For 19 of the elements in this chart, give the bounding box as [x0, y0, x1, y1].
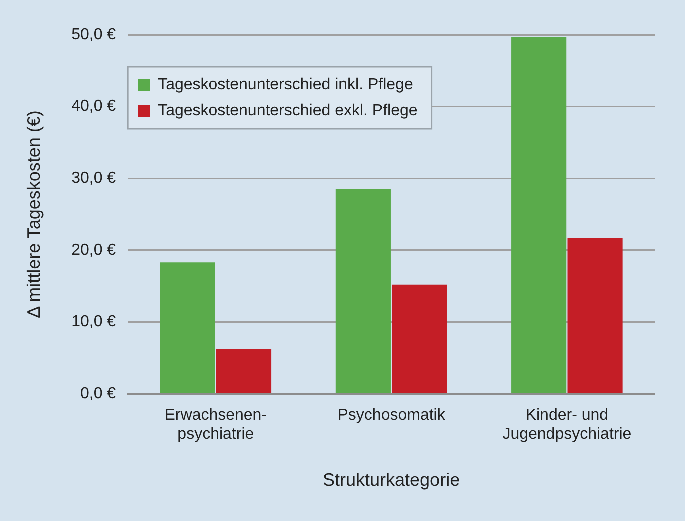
bar — [512, 37, 567, 394]
bar — [568, 238, 623, 394]
legend-label: Tageskostenunterschied inkl. Pflege — [158, 76, 414, 94]
bar — [216, 349, 272, 394]
y-tick-label: 40,0 € — [72, 98, 116, 116]
x-tick-label: Erwachsenen- psychiatrie — [164, 407, 268, 444]
x-tick-label: Psychosomatik — [338, 407, 446, 424]
y-tick-label: 30,0 € — [72, 170, 116, 188]
y-tick-label: 0,0 € — [80, 385, 116, 402]
y-tick-label: 20,0 € — [72, 242, 116, 259]
y-axis-title: Δ mittlere Tageskosten (€) — [24, 110, 44, 318]
x-axis-title: Strukturkategorie — [323, 470, 460, 490]
legend-label: Tageskostenunterschied exkl. Pflege — [158, 102, 418, 120]
y-tick-label: 50,0 € — [72, 26, 116, 44]
bar — [336, 189, 391, 394]
bar — [392, 284, 448, 394]
bar — [160, 262, 216, 394]
x-tick-label: Kinder- und Jugendpsychiatrie — [502, 407, 632, 444]
y-tick-label: 10,0 € — [72, 314, 116, 331]
